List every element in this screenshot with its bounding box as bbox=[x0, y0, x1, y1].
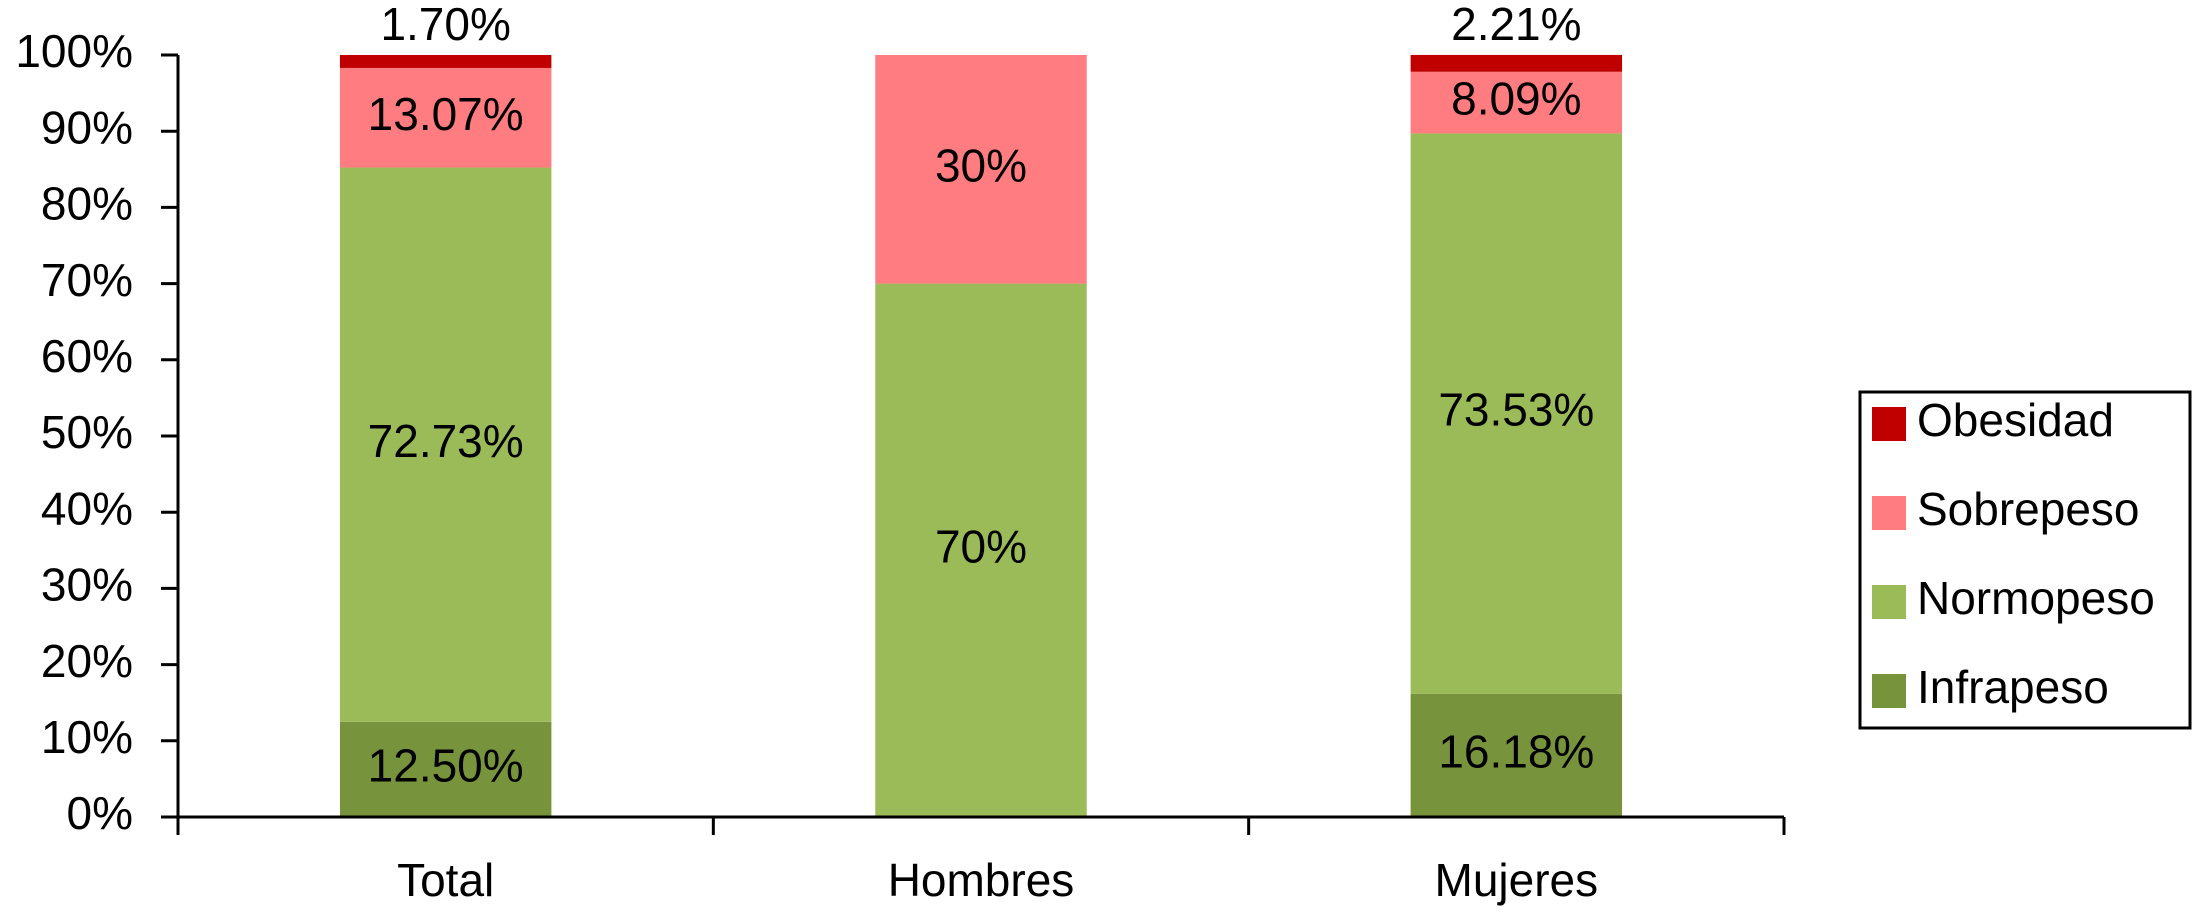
data-label: 1.70% bbox=[380, 0, 510, 50]
y-tick-label: 70% bbox=[41, 254, 133, 306]
legend-label: Infrapeso bbox=[1917, 661, 2109, 713]
data-label: 72.73% bbox=[368, 415, 524, 467]
y-tick-label: 80% bbox=[41, 178, 133, 230]
bar-segment bbox=[1410, 54, 1623, 72]
y-tick-label: 60% bbox=[41, 330, 133, 382]
data-label: 16.18% bbox=[1438, 726, 1594, 778]
y-tick-label: 10% bbox=[41, 711, 133, 763]
bar-segment bbox=[1410, 71, 1623, 134]
legend-swatch bbox=[1872, 496, 1906, 530]
bar-segment bbox=[339, 67, 552, 168]
data-label: 30% bbox=[935, 139, 1027, 191]
x-tick-label: Total bbox=[397, 854, 494, 906]
bar-segment bbox=[875, 283, 1087, 818]
legend-swatch bbox=[1872, 674, 1906, 708]
data-label: 73.53% bbox=[1438, 384, 1594, 436]
legend-swatch bbox=[1872, 407, 1906, 441]
data-label: 8.09% bbox=[1451, 73, 1581, 125]
bar-segment bbox=[339, 55, 552, 68]
bar-segment bbox=[1410, 133, 1623, 694]
y-tick-label: 90% bbox=[41, 101, 133, 153]
bar-segment bbox=[1410, 693, 1623, 817]
legend-label: Normopeso bbox=[1917, 572, 2155, 624]
bar-segment bbox=[339, 721, 552, 817]
data-label: 2.21% bbox=[1451, 0, 1581, 50]
x-tick-label: Hombres bbox=[888, 854, 1075, 906]
legend-label: Obesidad bbox=[1917, 394, 2114, 446]
legend-label: Sobrepeso bbox=[1917, 483, 2140, 535]
data-label: 70% bbox=[935, 520, 1027, 572]
y-tick-label: 50% bbox=[41, 406, 133, 458]
y-tick-label: 100% bbox=[15, 25, 133, 77]
bar-segment bbox=[339, 167, 552, 722]
bar-segment bbox=[875, 55, 1087, 284]
data-label: 13.07% bbox=[368, 88, 524, 140]
legend-swatch bbox=[1872, 585, 1906, 619]
y-tick-label: 40% bbox=[41, 482, 133, 534]
y-tick-label: 30% bbox=[41, 559, 133, 611]
legend-box bbox=[1858, 390, 2192, 730]
data-label: 12.50% bbox=[368, 740, 524, 792]
y-tick-label: 0% bbox=[67, 787, 133, 839]
y-tick-label: 20% bbox=[41, 635, 133, 687]
x-tick-label: Mujeres bbox=[1435, 854, 1599, 906]
